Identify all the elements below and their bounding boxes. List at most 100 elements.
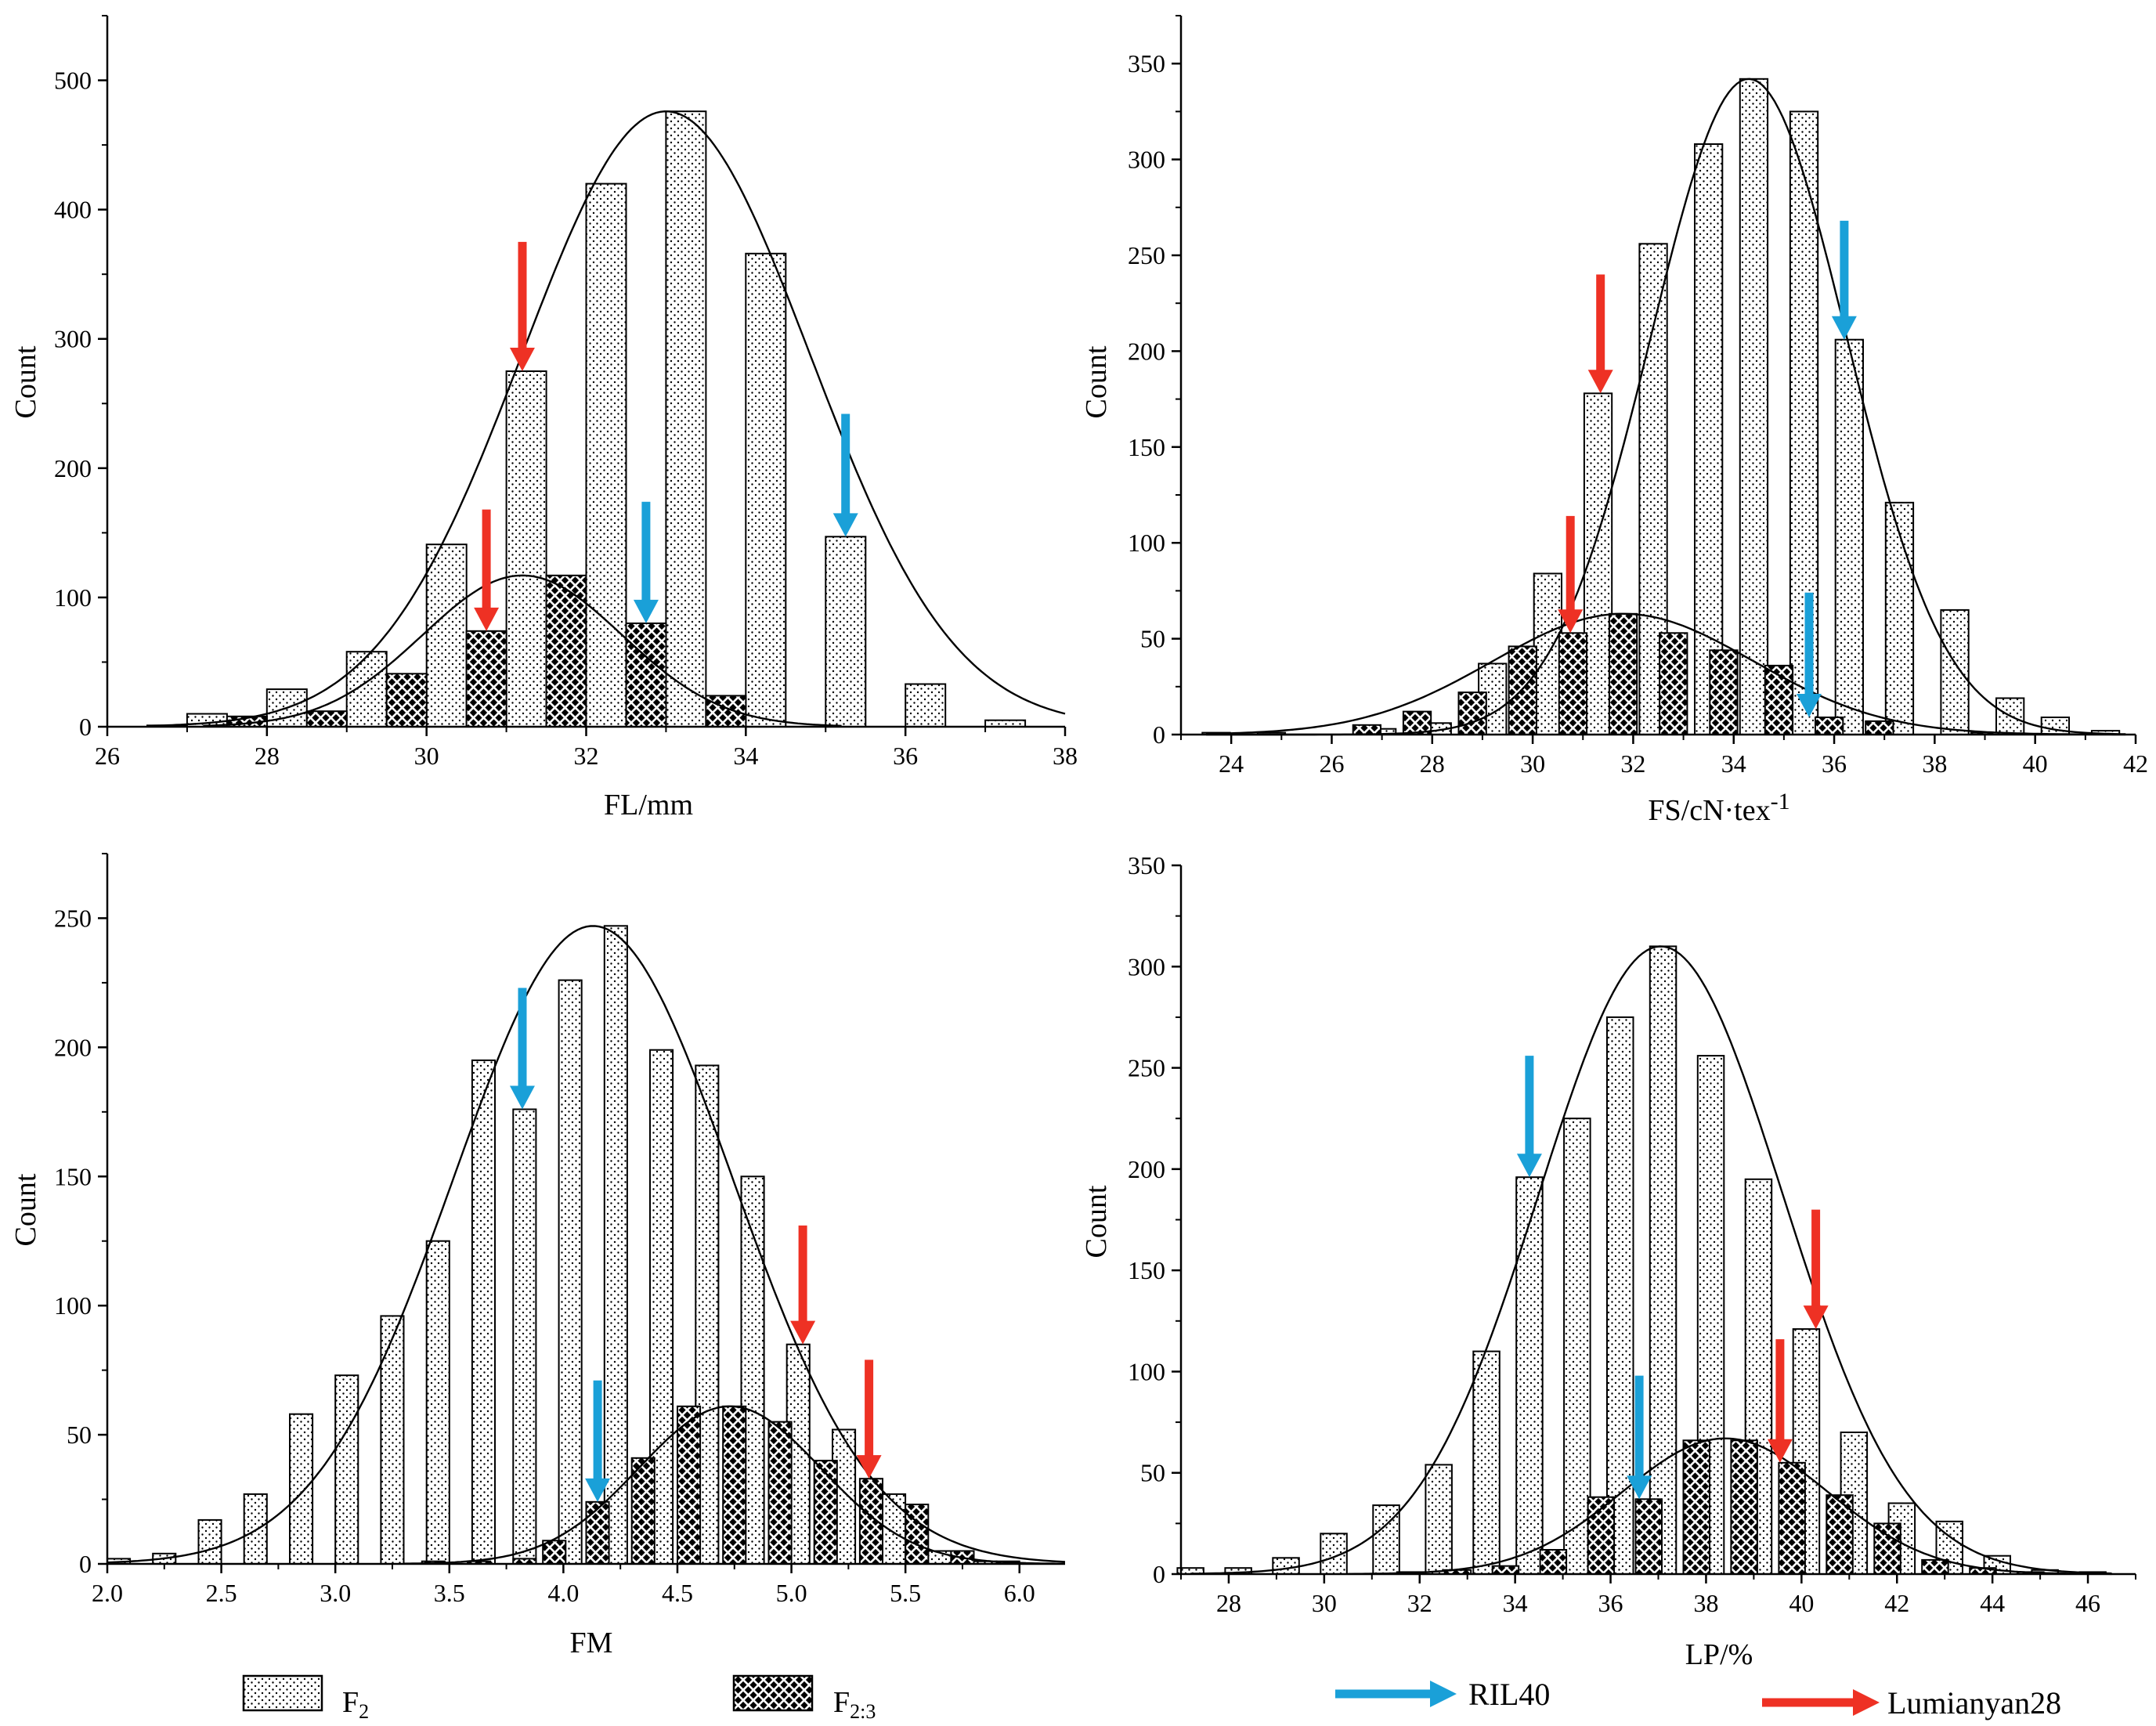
fl-fit-curves: [146, 110, 1066, 727]
fs-arrows: [1558, 220, 1857, 717]
lp-arrowhead-lumianyan28-3: [1767, 1439, 1793, 1463]
fs-y-tick-label-2: 100: [1128, 529, 1165, 557]
fm-y-tick-label-2: 100: [54, 1291, 92, 1320]
fs-y-tick-label-7: 350: [1128, 49, 1165, 78]
lp-x-tick-label-6: 40: [1789, 1589, 1814, 1617]
fs-x-tick-label-9: 42: [2123, 749, 2148, 778]
fm-y-tick-label-3: 150: [54, 1162, 92, 1190]
fs-bar-f23-4: [1558, 632, 1588, 735]
fl-x-tick-label-3: 32: [574, 742, 599, 770]
lp-x-tick-label-8: 44: [1980, 1589, 2005, 1617]
lp-x-axis-label: LP/%: [1685, 1638, 1753, 1671]
legend-arrowhead-ril40: [1430, 1681, 1457, 1707]
lp-y-tick-label-5: 250: [1128, 1054, 1165, 1082]
fl-bar-f23-4: [545, 574, 587, 728]
fl-bar-f2-5: [505, 370, 547, 728]
lp-x-tick-label-4: 36: [1598, 1589, 1623, 1617]
fs-bar-f23-2: [1457, 691, 1487, 735]
fl-y-tick-label-1: 100: [54, 583, 92, 612]
fm-arrowhead-ril40-0: [509, 1085, 535, 1110]
fs-bar-f2-12: [1884, 501, 1915, 735]
fm-y-tick-label-5: 250: [54, 904, 92, 932]
fs-y-tick-label-6: 300: [1128, 146, 1165, 174]
lp-y-tick-label-3: 150: [1128, 1256, 1165, 1284]
lp-fit-curve-f2: [1190, 945, 2112, 1575]
fm-bar-f2-6: [380, 1315, 405, 1565]
lp-x-tick-label-7: 42: [1884, 1589, 1909, 1617]
fs-bar-f23-5: [1608, 612, 1638, 735]
fm-x-tick-label-3: 3.5: [434, 1579, 465, 1607]
lp-bar-f23-2: [1491, 1565, 1520, 1575]
fs-bar-f23-3: [1508, 645, 1537, 736]
fm-bar-f2-10: [558, 979, 583, 1565]
fs-y-tick-label-1: 50: [1140, 625, 1165, 653]
fs-x-tick-label-1: 26: [1319, 749, 1344, 778]
fm-arrowhead-lumianyan28-2: [790, 1320, 816, 1345]
legend-arrowhead-lumianyan28: [1853, 1689, 1880, 1716]
legend-item-ril40: RIL40: [1335, 1677, 1550, 1712]
lp-x-tick-label-2: 32: [1407, 1589, 1432, 1617]
fm-y-axis-label: Count: [9, 1173, 42, 1246]
fm-fit-curve-f2: [107, 925, 1066, 1564]
lp-x-tick-label-1: 30: [1312, 1589, 1337, 1617]
lp-bar-f2-10: [1649, 945, 1677, 1575]
legend-item-f2: F2: [242, 1674, 369, 1723]
fl-bar-f23-2: [385, 673, 428, 728]
lp-y-tick-label-2: 100: [1128, 1357, 1165, 1385]
fm-x-tick-label-2: 3.0: [320, 1579, 351, 1607]
fs-bar-f23-10: [1865, 720, 1894, 736]
lp-bar-f23-6: [1682, 1439, 1710, 1576]
fl-arrows: [474, 241, 858, 631]
legend-label-f2: F2: [342, 1686, 369, 1723]
fm-bar-f2-3: [243, 1493, 268, 1565]
lp-arrows: [1516, 1056, 1829, 1500]
fl-bars: [146, 110, 1027, 728]
fl-bar-f2-3: [345, 651, 388, 728]
fm-y-tick-label-1: 50: [67, 1421, 92, 1449]
fl-x-axis-label: FL/mm: [604, 789, 693, 821]
fs-x-tick-label-4: 32: [1620, 749, 1645, 778]
fm-fit-curve-f23: [403, 1405, 1066, 1565]
lp-x-tick-label-3: 34: [1503, 1589, 1528, 1617]
fs-arrowhead-lumianyan28-0: [1587, 370, 1613, 394]
lp-bars: [1176, 945, 2107, 1576]
fl-x-tick-label-2: 30: [414, 742, 439, 770]
fs-x-tick-label-2: 28: [1420, 749, 1445, 778]
legend-item-f23: F2:3: [732, 1674, 876, 1723]
fm-bar-f2-8: [471, 1059, 497, 1565]
fm-bar-f2-11: [603, 925, 628, 1565]
fm-bars: [107, 925, 1020, 1565]
fs-bar-f2-11: [1834, 338, 1864, 735]
fm-arrowhead-ril40-1: [585, 1478, 611, 1502]
lp-bar-f23-10: [1873, 1522, 1901, 1576]
fl-fit-curve-f23: [203, 574, 842, 727]
fm-x-tick-label-0: 2.0: [92, 1579, 123, 1607]
legend-swatch-f2: [242, 1674, 323, 1712]
legend: F2 F2:3 RIL40 Lumianyan28: [242, 1674, 2061, 1723]
lp-arrowhead-ril40-0: [1516, 1154, 1542, 1178]
fl-x-tick-label-4: 34: [733, 742, 758, 770]
fl-arrowhead-lumianyan28-0: [509, 348, 535, 371]
fs-x-tick-label-6: 36: [1822, 749, 1847, 778]
fm-bar-f2-9: [512, 1108, 537, 1565]
legend-label-ril40: RIL40: [1468, 1677, 1550, 1712]
fs-x-tick-label-8: 40: [2023, 749, 2048, 778]
fm-bar-f2-17: [882, 1493, 907, 1565]
lp-arrowhead-lumianyan28-2: [1803, 1305, 1829, 1330]
fl-arrowhead-ril40-2: [832, 513, 858, 537]
fs-bar-f2-15: [2040, 717, 2070, 735]
lp-y-tick-label-0: 0: [1153, 1560, 1165, 1588]
fl-y-tick-label-4: 400: [54, 196, 92, 224]
panel-fiber-micronaire: 0 50 100 150 200 250 2.0 2.5 3.0 3.5 4.0 4.5 5.0 5.5 6…: [9, 853, 1066, 1659]
fs-bar-f23-7: [1709, 649, 1739, 735]
fm-bar-f23-5: [630, 1457, 655, 1565]
fs-x-tick-label-5: 34: [1721, 749, 1746, 778]
lp-y-tick-label-6: 300: [1128, 952, 1165, 980]
fm-y-tick-label-4: 200: [54, 1033, 92, 1061]
fm-x-tick-label-1: 2.5: [206, 1579, 237, 1607]
panel-lint-percentage: 0 50 100 150 200 250 300 350 28 30 32 34 36 38 40 42 44 4…: [1080, 851, 2136, 1671]
fl-bar-f23-6: [705, 695, 747, 728]
lp-y-axis-label: Count: [1080, 1185, 1113, 1258]
fm-axes: 0 50 100 150 200 250 2.0 2.5 3.0 3.5 4.0 4.5 5.0 5.5 6…: [54, 853, 1065, 1607]
